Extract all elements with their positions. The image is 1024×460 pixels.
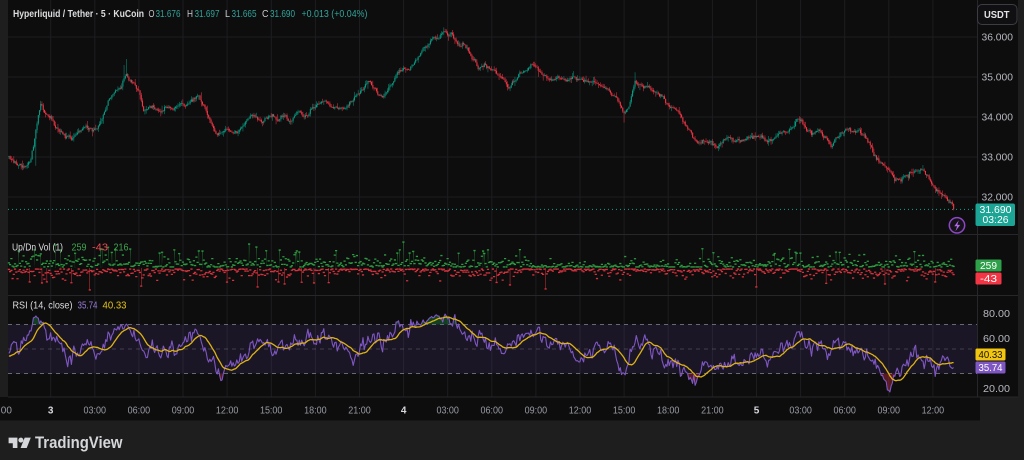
svg-text:259: 259 — [980, 261, 997, 272]
svg-text:80.00: 80.00 — [983, 308, 1010, 320]
svg-text:03:00: 03:00 — [84, 406, 107, 417]
svg-text:31.690: 31.690 — [270, 8, 295, 20]
svg-text:3: 3 — [48, 406, 54, 417]
svg-text:RSI (14, close): RSI (14, close) — [13, 299, 73, 311]
svg-text:L: L — [225, 8, 230, 20]
svg-text:20.00: 20.00 — [983, 383, 1010, 395]
svg-text:12:00: 12:00 — [216, 406, 239, 417]
svg-text:15:00: 15:00 — [260, 406, 283, 417]
svg-text:31.676: 31.676 — [156, 8, 181, 20]
svg-text:35.000: 35.000 — [982, 72, 1014, 84]
svg-text:35.74: 35.74 — [78, 299, 98, 311]
svg-text:H: H — [187, 8, 193, 20]
svg-text:-43: -43 — [980, 274, 998, 285]
svg-text:06:00: 06:00 — [833, 406, 856, 417]
svg-text:40.33: 40.33 — [103, 299, 127, 311]
svg-text:40.33: 40.33 — [979, 350, 1003, 361]
svg-text:4: 4 — [401, 406, 407, 417]
svg-text:21:00: 21:00 — [348, 406, 371, 417]
svg-text:09:00: 09:00 — [172, 406, 195, 417]
svg-text:USDT: USDT — [984, 9, 1010, 21]
svg-text:35.74: 35.74 — [979, 363, 1003, 374]
svg-text:06:00: 06:00 — [481, 406, 504, 417]
svg-text:12:00: 12:00 — [569, 406, 592, 417]
svg-text:C: C — [262, 8, 269, 20]
svg-text:-43: -43 — [92, 241, 108, 253]
svg-text:03:00: 03:00 — [789, 406, 812, 417]
svg-text:18:00: 18:00 — [304, 406, 327, 417]
svg-text:216: 216 — [114, 241, 129, 253]
svg-text:+0.013 (+0.04%): +0.013 (+0.04%) — [302, 8, 368, 20]
svg-text:21:00: 21:00 — [701, 406, 724, 417]
svg-text:18:00: 18:00 — [657, 406, 680, 417]
svg-text:31.690: 31.690 — [980, 205, 1012, 216]
svg-text:06:00: 06:00 — [128, 406, 151, 417]
svg-text:34.000: 34.000 — [982, 112, 1014, 124]
svg-text:09:00: 09:00 — [525, 406, 548, 417]
svg-text:31.665: 31.665 — [232, 8, 257, 20]
svg-text:33.000: 33.000 — [982, 152, 1014, 164]
svg-text:36.000: 36.000 — [982, 32, 1014, 44]
svg-text:12:00: 12:00 — [922, 406, 945, 417]
svg-text:Up/Dn Vol (1): Up/Dn Vol (1) — [12, 241, 63, 253]
svg-text:15:00: 15:00 — [613, 406, 636, 417]
svg-text:03:26: 03:26 — [983, 215, 1009, 226]
svg-text:O: O — [149, 8, 155, 20]
svg-text::00: :00 — [0, 406, 12, 417]
svg-text:5: 5 — [754, 406, 760, 417]
svg-text:31.697: 31.697 — [195, 8, 220, 20]
svg-text:32.000: 32.000 — [982, 192, 1014, 204]
svg-text:09:00: 09:00 — [878, 406, 901, 417]
svg-text:60.00: 60.00 — [983, 333, 1010, 345]
svg-text:TradingView: TradingView — [35, 434, 123, 452]
svg-text:259: 259 — [72, 241, 87, 253]
svg-text:03:00: 03:00 — [436, 406, 459, 417]
svg-text:Hyperliquid / Tether · 5 · KuC: Hyperliquid / Tether · 5 · KuCoin — [13, 8, 144, 20]
